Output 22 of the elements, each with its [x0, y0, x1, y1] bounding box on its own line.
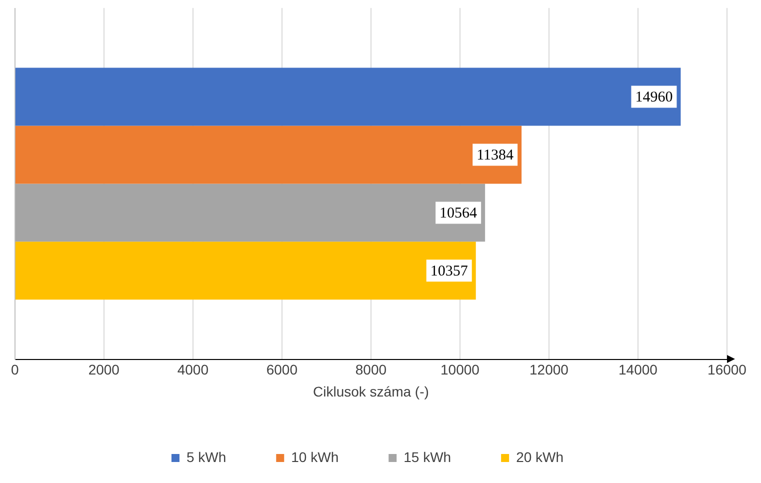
- x-tick-label: 10000: [440, 362, 480, 378]
- data-label: 10564: [440, 206, 478, 222]
- data-label: 14960: [635, 90, 673, 106]
- x-tick-label: 12000: [530, 362, 569, 378]
- x-tick-label: 4000: [177, 362, 209, 378]
- x-axis-title: Ciklusok száma (-): [312, 383, 429, 400]
- bar: [15, 184, 486, 242]
- bar: [15, 242, 476, 300]
- legend-label: 20 kWh: [516, 448, 564, 465]
- data-label: 10357: [430, 264, 468, 280]
- bar: [15, 126, 522, 184]
- x-tick-label: 0: [10, 362, 19, 378]
- x-tick-label: 6000: [266, 362, 298, 378]
- x-tick-label: 8000: [355, 362, 387, 378]
- legend-label: 10 kWh: [291, 448, 339, 465]
- x-tick-label: 14000: [618, 362, 658, 378]
- x-tick-label: 2000: [88, 362, 120, 378]
- data-label: 11384: [476, 148, 514, 164]
- legend-label: 5 kWh: [186, 448, 226, 465]
- legend-label: 15 kWh: [404, 448, 452, 465]
- bar: [15, 68, 681, 126]
- x-tick-label: 16000: [708, 362, 747, 378]
